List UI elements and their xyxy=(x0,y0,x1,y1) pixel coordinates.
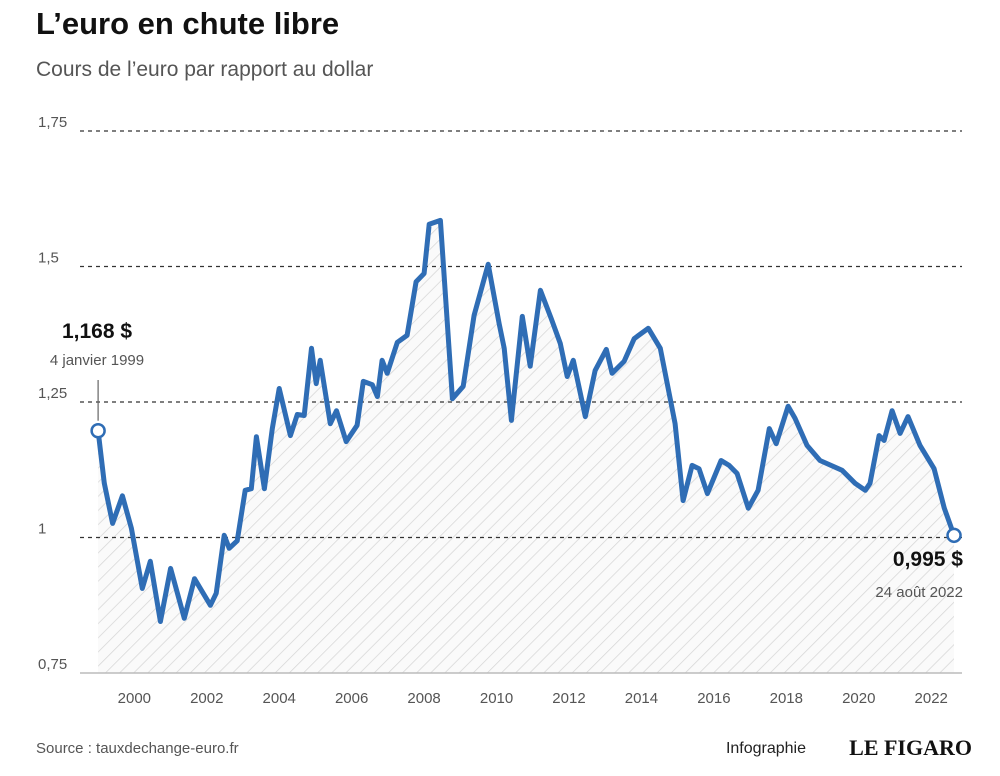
brand: LE FIGARO xyxy=(849,735,972,760)
x-tick-label: 2008 xyxy=(407,690,440,707)
source: Source : tauxdechange-euro.fr xyxy=(36,740,239,757)
x-tick-label: 2004 xyxy=(263,690,296,707)
line xyxy=(95,217,957,624)
y-tick-label: 1,25 xyxy=(38,385,67,402)
annotation-value: 1,168 $ xyxy=(62,320,132,343)
y-tick-label: 1,75 xyxy=(38,114,67,131)
y-tick-label: 1,5 xyxy=(38,250,59,267)
credit: Infographie xyxy=(726,740,806,757)
x-tick-label: 2002 xyxy=(190,690,223,707)
x-tick-label: 2000 xyxy=(118,690,151,707)
x-tick-label: 2006 xyxy=(335,690,368,707)
x-tick-label: 2020 xyxy=(842,690,875,707)
start-marker xyxy=(90,422,106,439)
x-tick-label: 2022 xyxy=(915,690,948,707)
chart-subtitle: Cours de l’euro par rapport au dollar xyxy=(36,58,373,81)
end-marker xyxy=(946,527,962,544)
annotation-date: 24 août 2022 xyxy=(875,584,963,601)
x-tick-label: 2018 xyxy=(770,690,803,707)
chart-title: L’euro en chute libre xyxy=(36,6,339,41)
x-tick-label: 2012 xyxy=(552,690,585,707)
x-tick-label: 2014 xyxy=(625,690,658,707)
annotation-date: 4 janvier 1999 xyxy=(50,352,144,369)
annotation-value: 0,995 $ xyxy=(893,548,963,571)
x-tick-label: 2016 xyxy=(697,690,730,707)
y-tick-label: 0,75 xyxy=(38,656,67,673)
x-tick-label: 2010 xyxy=(480,690,513,707)
plot-area: 0,75 1 1,25 1,5 1,75 2000 2002 2004 2006 2008 2010… xyxy=(38,114,963,707)
area xyxy=(98,220,955,673)
y-tick-label: 1 xyxy=(38,521,46,538)
